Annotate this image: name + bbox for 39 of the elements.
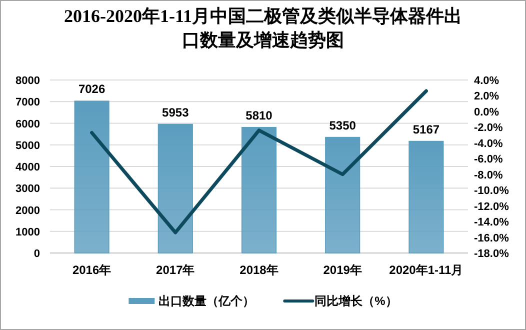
y-tick-label: 1000	[16, 226, 40, 238]
x-tick-label: 2018年	[240, 263, 278, 277]
y-tick-label: 5000	[16, 140, 40, 152]
y-tick-label: 8000	[16, 75, 40, 87]
y2-tick-label: 0.0%	[474, 106, 500, 118]
y-tick-label: 4000	[16, 162, 40, 174]
bar	[325, 136, 360, 254]
data-label: 5810	[246, 108, 273, 122]
y2-tick-label: -4.0%	[474, 138, 503, 150]
x-tick-label: 2020年1-11月	[389, 263, 464, 277]
y2-tick-label: -6.0%	[474, 154, 503, 166]
y-tick-label: 2000	[16, 204, 40, 217]
x-tick-label: 2019年	[323, 263, 362, 277]
bar	[74, 100, 110, 254]
y2-tick-label: -18.0%	[474, 248, 510, 260]
x-tick-label: 2017年	[156, 263, 195, 277]
bar	[408, 140, 444, 254]
y-tick-label: 0	[34, 248, 40, 260]
y-tick-label: 3000	[16, 183, 40, 196]
y2-tick-label: -8.0%	[474, 169, 503, 182]
data-label: 5350	[329, 118, 356, 132]
y2-tick-label: -14.0%	[474, 216, 510, 229]
y2-tick-label: -2.0%	[474, 122, 503, 134]
data-label: 5953	[162, 105, 190, 120]
data-label: 5167	[412, 122, 440, 136]
y2-tick-label: 2.0%	[474, 90, 500, 103]
legend-label: 出口数量（亿个）	[158, 294, 255, 308]
y-tick-label: 7000	[16, 96, 40, 109]
y2-tick-label: -16.0%	[474, 232, 510, 244]
chart-title: 2016-2020年1-11月中国二极管及类似半导体器件出口数量及增速趋势图	[63, 5, 463, 52]
x-tick-label: 2016年	[72, 263, 112, 277]
y-tick-label: 6000	[16, 118, 40, 130]
y2-tick-label: 4.0%	[474, 75, 500, 87]
bar	[241, 126, 277, 254]
y2-tick-label: -10.0%	[474, 185, 510, 198]
data-label: 7026	[78, 82, 106, 96]
bar	[158, 124, 193, 254]
legend-label: 同比增长（%）	[314, 294, 398, 308]
y2-tick-label: -12.0%	[474, 200, 510, 213]
